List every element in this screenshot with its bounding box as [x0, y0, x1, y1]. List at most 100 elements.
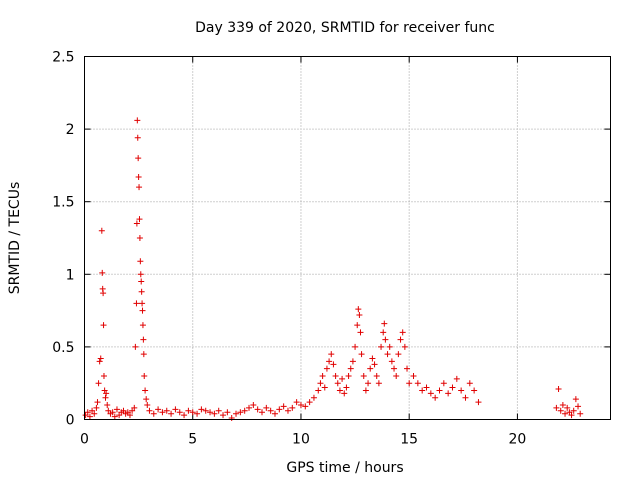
data-point: [289, 404, 296, 411]
data-point: [263, 404, 270, 411]
data-point: [349, 358, 356, 365]
data-point: [163, 407, 170, 414]
data-point: [98, 227, 105, 234]
data-point: [137, 271, 144, 278]
data-point: [172, 406, 179, 413]
data-point: [241, 407, 248, 414]
axis-ticks: 0 0.5 1 1.5 2 2.5 0 5 10 15 20: [52, 50, 611, 448]
data-point: [334, 380, 341, 387]
data-point: [356, 311, 363, 318]
data-point: [135, 155, 142, 162]
data-point: [315, 387, 322, 394]
data-point: [220, 412, 227, 419]
data-point: [369, 355, 376, 362]
data-point: [319, 372, 326, 379]
data-point: [144, 401, 151, 408]
y-tick-label: 1.5: [52, 195, 74, 211]
data-point: [100, 322, 107, 329]
data-point: [198, 406, 205, 413]
data-point: [131, 404, 138, 411]
data-point: [138, 278, 145, 285]
data-point: [135, 174, 142, 181]
data-point: [330, 361, 337, 368]
data-point: [271, 410, 278, 417]
data-point: [557, 407, 564, 414]
data-point: [360, 372, 367, 379]
x-tick-label: 10: [292, 432, 310, 448]
data-point: [339, 375, 346, 382]
data-point: [134, 134, 141, 141]
data-point: [228, 415, 235, 422]
data-point: [395, 351, 402, 358]
data-point: [326, 358, 333, 365]
data-point: [432, 394, 439, 401]
data-point: [373, 372, 380, 379]
data-point: [139, 300, 146, 307]
data-point: [103, 390, 110, 397]
data-point: [414, 380, 421, 387]
data-point: [143, 396, 150, 403]
data-point: [141, 372, 148, 379]
grid: [84, 56, 611, 420]
data-point: [399, 329, 406, 336]
data-point: [136, 216, 143, 223]
data-point: [471, 387, 478, 394]
data-point: [321, 384, 328, 391]
data-point: [102, 394, 109, 401]
data-point: [137, 258, 144, 265]
data-point: [466, 380, 473, 387]
data-point: [185, 407, 192, 414]
data-point: [553, 404, 560, 411]
y-axis-label: SRMTID / TECUs: [7, 182, 23, 295]
chart-title: Day 339 of 2020, SRMTID for receiver fun…: [195, 20, 495, 36]
data-point: [250, 401, 257, 408]
data-point: [445, 390, 452, 397]
data-point: [202, 407, 209, 414]
data-point: [215, 407, 222, 414]
x-tick-label: 5: [188, 432, 197, 448]
data-point: [168, 410, 175, 417]
data-point: [302, 403, 309, 410]
data-point: [564, 404, 571, 411]
data-point: [136, 235, 143, 241]
data-point: [86, 413, 93, 420]
data-point: [276, 406, 283, 413]
data-point: [267, 407, 274, 414]
data-point: [138, 288, 145, 295]
data-point: [293, 399, 300, 406]
data-point: [284, 407, 291, 414]
data-point: [367, 365, 374, 372]
data-point: [310, 394, 317, 401]
data-point: [406, 380, 413, 387]
data-point: [404, 365, 411, 372]
data-point: [146, 407, 153, 414]
data-point: [347, 365, 354, 372]
data-point: [91, 410, 98, 417]
data-point: [126, 412, 133, 419]
data-point: [233, 410, 240, 417]
data-point: [181, 412, 188, 419]
data-point: [323, 365, 330, 372]
y-tick-label: 1: [66, 267, 75, 283]
data-point: [237, 409, 244, 416]
data-point: [575, 403, 582, 410]
data-point: [159, 409, 166, 416]
data-point: [306, 399, 313, 406]
data-point: [427, 390, 434, 397]
data-point: [386, 343, 393, 350]
data-point: [352, 343, 359, 350]
data-point: [397, 336, 404, 343]
data-point: [258, 409, 265, 416]
data-point: [109, 409, 116, 416]
data-point: [355, 306, 362, 313]
data-point: [139, 322, 146, 329]
data-point: [345, 372, 352, 379]
data-point: [100, 372, 107, 379]
x-tick-label: 20: [509, 432, 527, 448]
x-axis-label: GPS time / hours: [286, 460, 403, 476]
data-point: [139, 307, 146, 314]
data-point: [559, 401, 566, 408]
data-point: [246, 404, 253, 411]
data-point: [99, 269, 106, 276]
